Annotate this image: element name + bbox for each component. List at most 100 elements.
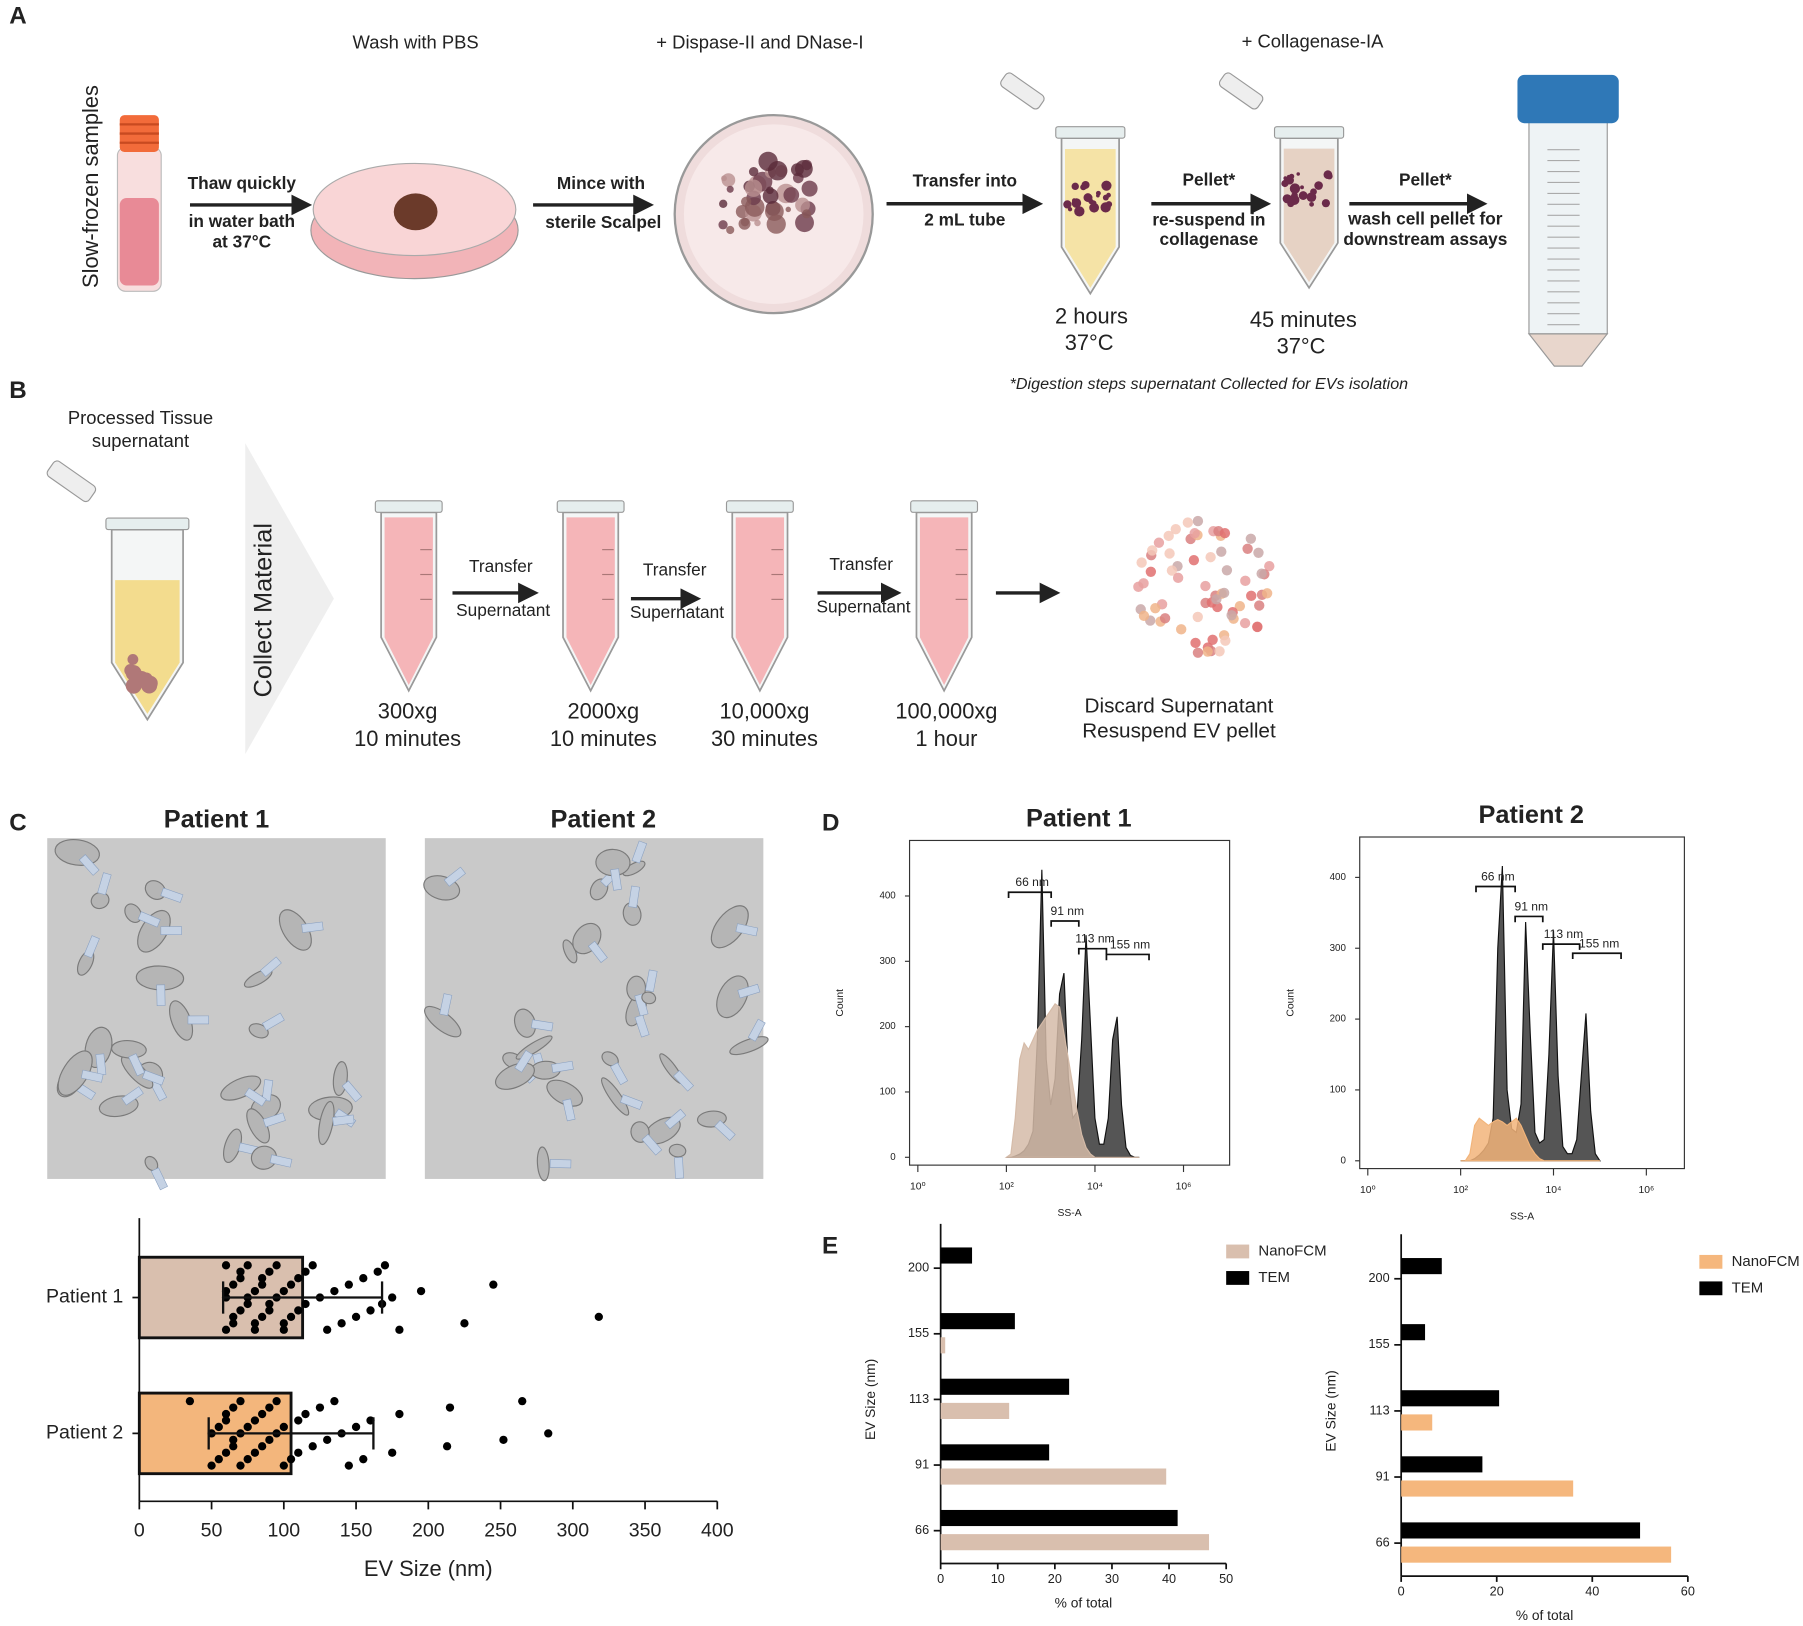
ev <box>1192 647 1204 658</box>
data-point <box>344 1461 353 1470</box>
scale-tag <box>160 887 184 903</box>
bar <box>1401 1480 1574 1497</box>
scale-tag <box>587 940 608 963</box>
label: Discard Supernatant <box>1085 694 1274 717</box>
x-tick-label: 0 <box>937 1572 944 1586</box>
data-point <box>221 1325 231 1334</box>
cells <box>1296 172 1300 176</box>
x-tick-label: 0 <box>1398 1585 1405 1599</box>
data-point <box>236 1267 245 1276</box>
label: 10 minutes <box>354 726 461 751</box>
data-point <box>594 1312 603 1322</box>
y-tick-label: 66 <box>915 1523 929 1537</box>
ev <box>1166 565 1178 576</box>
x-tick-label: 50 <box>1219 1572 1233 1586</box>
legend-label: NanoFCM <box>1732 1253 1800 1270</box>
vesicle <box>57 1050 93 1096</box>
scale-tag <box>187 1015 209 1025</box>
label: Supernatant <box>456 600 550 620</box>
legend-swatch <box>1699 1254 1723 1269</box>
data-point <box>265 1299 274 1309</box>
x-tick-label: 60 <box>1681 1585 1695 1599</box>
label: *Digestion steps supernatant Collected f… <box>1010 375 1409 393</box>
scale-tag <box>156 984 166 1006</box>
label: Pellet* <box>1399 169 1452 189</box>
data-point <box>351 1422 361 1432</box>
scale-tag <box>341 1080 363 1103</box>
label: 300xg <box>378 698 438 723</box>
tissue-piece <box>785 206 791 213</box>
data-point <box>330 1397 339 1406</box>
ev <box>1145 566 1157 577</box>
ev <box>1240 575 1251 587</box>
x-axis-label: % of total <box>1055 1594 1113 1610</box>
tube-rim <box>1055 126 1126 139</box>
ev <box>1138 610 1150 622</box>
scale-tag <box>549 1159 572 1169</box>
y-tick-label: 100 <box>1330 1085 1347 1096</box>
vesicle <box>318 1100 335 1146</box>
label: Transfer <box>829 554 893 574</box>
scale-tag <box>95 1053 107 1076</box>
y-tick-label: Patient 1 <box>46 1286 123 1308</box>
y-tick-label: 113 <box>1369 1403 1389 1417</box>
label: Wash with PBS <box>353 32 479 53</box>
x-tick-label: 10⁰ <box>910 1182 926 1193</box>
x-axis-label: EV Size (nm) <box>364 1556 493 1581</box>
x-tick-label: 10² <box>999 1182 1015 1193</box>
cryovial-sample <box>119 198 159 286</box>
x-tick-label: 10⁶ <box>1638 1185 1654 1196</box>
label: 30 minutes <box>711 726 818 751</box>
scale-tag <box>78 854 100 876</box>
annotation: 113 nm <box>1544 927 1583 941</box>
scale-tag <box>142 1069 165 1086</box>
label: Transfer <box>643 560 707 580</box>
label: Processed Tissue <box>68 407 213 428</box>
tissue-piece <box>765 202 784 221</box>
data-point <box>323 1435 332 1444</box>
tube-rim <box>556 500 625 513</box>
label: collagenase <box>1160 229 1259 249</box>
tissue <box>393 193 438 231</box>
annotation: 155 nm <box>1110 937 1150 951</box>
ev <box>1164 548 1175 559</box>
scale-tag <box>737 983 761 999</box>
data-point <box>294 1274 303 1283</box>
panel-label: C <box>9 810 26 837</box>
data-point <box>279 1319 288 1328</box>
data-point <box>294 1306 303 1315</box>
histogram-area <box>1004 1003 1140 1158</box>
bracket <box>1571 952 1622 960</box>
histogram-area <box>1460 1117 1600 1162</box>
data-point <box>445 1403 455 1412</box>
ev <box>1153 537 1165 548</box>
ev <box>1261 588 1273 599</box>
data-point <box>373 1267 382 1276</box>
data-point <box>250 1319 260 1328</box>
scale-tag <box>83 935 100 959</box>
bar <box>940 1534 1210 1551</box>
data-point <box>229 1319 238 1328</box>
vesicle <box>424 1005 462 1038</box>
scale-tag <box>262 1112 286 1128</box>
scale-tag <box>673 1070 694 1092</box>
x-tick-label: 200 <box>412 1519 445 1541</box>
data-point <box>294 1448 303 1457</box>
ev <box>1136 557 1147 568</box>
bracket <box>1475 885 1517 893</box>
data-point <box>388 1293 397 1302</box>
cells <box>127 653 139 665</box>
bar <box>940 1337 946 1354</box>
cells <box>1288 173 1295 180</box>
label: Supernatant <box>630 602 724 622</box>
data-point <box>380 1261 390 1270</box>
bar <box>940 1468 1167 1485</box>
label: Resuspend EV pellet <box>1082 720 1276 743</box>
data-point <box>330 1286 339 1296</box>
scale-tag <box>530 1019 554 1032</box>
data-point <box>243 1299 252 1309</box>
ev <box>1220 635 1231 646</box>
tissue-piece <box>721 175 727 182</box>
scale-tag <box>121 1086 144 1106</box>
